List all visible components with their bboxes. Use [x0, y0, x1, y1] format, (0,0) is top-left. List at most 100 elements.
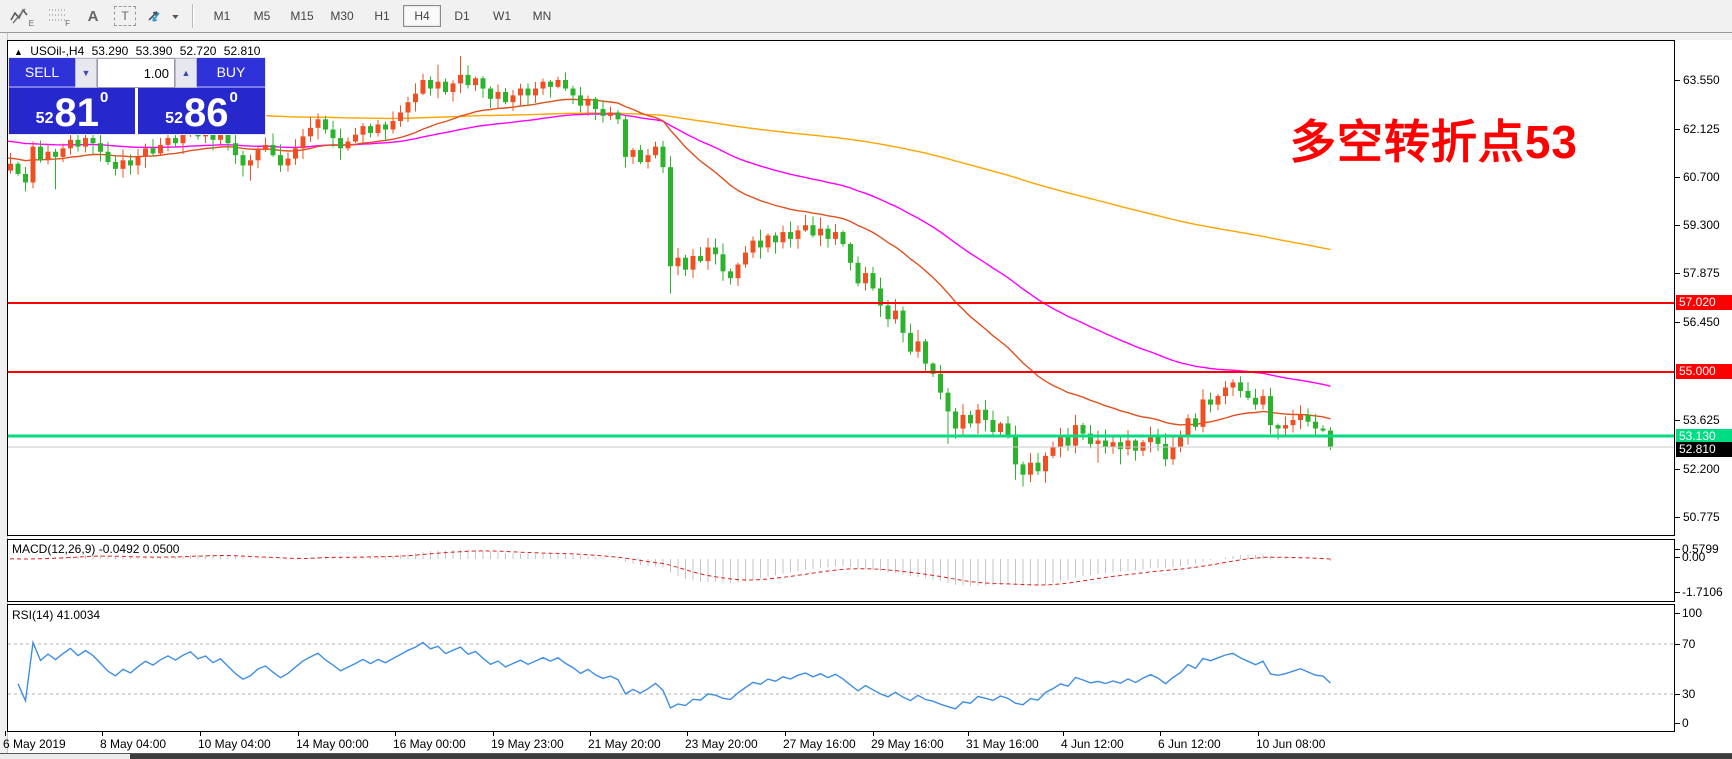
- ask-price-big: 86: [183, 91, 229, 135]
- timeframe-h1[interactable]: H1: [374, 9, 390, 23]
- time-tick-label: 19 May 23:00: [491, 737, 564, 751]
- time-tick-label: 14 May 00:00: [296, 737, 369, 751]
- timeframe-w1[interactable]: W1: [493, 9, 511, 23]
- grid-icon[interactable]: F: [42, 3, 72, 29]
- rsi-tick-label: 70: [1682, 637, 1696, 651]
- price-tick-mark: [1675, 129, 1680, 130]
- price-tick-label: 63.550: [1683, 73, 1720, 87]
- timeframe-mn[interactable]: MN: [532, 9, 552, 23]
- time-tick-mark: [1258, 731, 1259, 736]
- rsi-tick-mark: [1675, 723, 1680, 724]
- time-tick-mark: [590, 731, 591, 736]
- macd-tick-label: 0.5799: [1682, 542, 1719, 556]
- time-tick-mark: [785, 731, 786, 736]
- toolbar: E F A T M1 M5 M15 M30 H1 H4 D1 W1 MN: [0, 0, 1732, 33]
- time-tick-label: 16 May 00:00: [393, 737, 466, 751]
- toolbar-separator: [192, 4, 194, 28]
- text-box-glyph: T: [121, 9, 129, 23]
- price-tick-label: 56.450: [1683, 315, 1720, 329]
- bid-price-small: 52: [35, 110, 54, 127]
- timeframe-m30[interactable]: M30: [330, 9, 354, 23]
- volume-increase-button[interactable]: ▲: [175, 58, 197, 88]
- price-tick-label: 60.700: [1683, 170, 1720, 184]
- rsi-tick-label: 0: [1682, 716, 1689, 730]
- time-tick-mark: [687, 731, 688, 736]
- timeframe-group: M1 M5 M15 M30 H1 H4 D1 W1 MN: [202, 5, 562, 27]
- timeframe-h4[interactable]: H4: [403, 5, 441, 27]
- macd-tick-mark: [1675, 557, 1680, 558]
- volume-spinner: ▼ ▲: [75, 58, 197, 88]
- macd-tick-label: 0.00: [1682, 550, 1706, 564]
- price-badge: 55.000: [1676, 364, 1732, 379]
- time-tick-label: 4 Jun 12:00: [1061, 737, 1124, 751]
- price-tick-label: 59.300: [1683, 218, 1720, 232]
- macd-signal-line: [8, 550, 1331, 586]
- ohlc-open: 53.290: [91, 44, 129, 58]
- timeframe-m5[interactable]: M5: [253, 9, 271, 23]
- timeframe-d1[interactable]: D1: [454, 9, 470, 23]
- time-tick-mark: [5, 731, 6, 736]
- ask-price[interactable]: 52 86 0: [138, 88, 265, 134]
- time-tick-label: 29 May 16:00: [871, 737, 944, 751]
- time-tick-mark: [873, 731, 874, 736]
- price-tick-mark: [1675, 80, 1680, 81]
- rsi-line: [17, 639, 1331, 710]
- macd-tick-mark: [1675, 549, 1680, 550]
- rsi-tick-mark: [1675, 694, 1680, 695]
- symbol-ohlc-header: ▲ USOil-,H4 53.290 53.390 52.720 52.810: [14, 44, 264, 58]
- rsi-tick-label: 100: [1682, 606, 1703, 620]
- time-tick-mark: [968, 731, 969, 736]
- ma-mid-line: [8, 113, 1331, 387]
- chart-annotation-text: 多空转折点53: [1289, 116, 1578, 168]
- macd-panel[interactable]: [7, 539, 1675, 602]
- price-tick-label: 53.625: [1683, 413, 1720, 427]
- rsi-panel[interactable]: [7, 604, 1675, 732]
- macd-value-signal: 0.0500: [142, 542, 180, 556]
- sell-button[interactable]: SELL: [9, 58, 75, 88]
- horizontal-scrollbar-thumb[interactable]: [130, 754, 1732, 759]
- grid-icon-badge: F: [65, 19, 70, 28]
- trade-widget-prices: 52 81 0 52 86 0: [9, 88, 265, 134]
- time-tick-mark: [1160, 731, 1161, 736]
- timeframe-m1[interactable]: M1: [213, 9, 231, 23]
- price-badge: 57.020: [1676, 295, 1732, 310]
- price-tick-mark: [1675, 177, 1680, 178]
- macd-tick-label: -1.7106: [1682, 585, 1723, 599]
- rsi-tick-mark: [1675, 644, 1680, 645]
- arrow-objects-icon[interactable]: [142, 3, 182, 29]
- price-chart-panel[interactable]: [7, 40, 1675, 536]
- macd-header: MACD(12,26,9) -0.0492 0.0500: [12, 542, 179, 556]
- ohlc-high: 53.390: [135, 44, 173, 58]
- price-tick-label: 62.125: [1683, 122, 1720, 136]
- text-box-icon[interactable]: T: [114, 6, 136, 26]
- bid-price[interactable]: 52 81 0: [9, 88, 135, 134]
- trade-widget-top-row: SELL ▼ ▲ BUY: [9, 58, 265, 88]
- price-tick-mark: [1675, 322, 1680, 323]
- buy-button[interactable]: BUY: [197, 58, 265, 88]
- volume-decrease-button[interactable]: ▼: [75, 58, 97, 88]
- bid-price-sup: 0: [99, 89, 109, 106]
- ma-fast-line: [8, 98, 1331, 426]
- bid-price-big: 81: [54, 91, 99, 135]
- price-tick-mark: [1675, 225, 1680, 226]
- indicators-icon-badge: E: [28, 19, 34, 28]
- macd-value-main: -0.0492: [98, 542, 140, 556]
- indicators-icon[interactable]: E: [6, 3, 36, 29]
- time-tick-label: 8 May 04:00: [100, 737, 167, 751]
- ohlc-close: 52.810: [223, 44, 261, 58]
- window-gap-strip: [0, 33, 1732, 40]
- timeframe-m15[interactable]: M15: [290, 9, 314, 23]
- price-tick-label: 50.775: [1683, 510, 1720, 524]
- price-tick-mark: [1675, 517, 1680, 518]
- volume-input[interactable]: [97, 58, 175, 88]
- time-tick-label: 31 May 16:00: [966, 737, 1039, 751]
- text-label-icon[interactable]: A: [78, 3, 108, 29]
- collapse-marker-icon[interactable]: ▲: [14, 47, 23, 57]
- rsi-tick-label: 30: [1682, 687, 1696, 701]
- rsi-tick-mark: [1675, 613, 1680, 614]
- time-tick-mark: [395, 731, 396, 736]
- ask-price-sup: 0: [229, 89, 238, 106]
- time-tick-label: 6 Jun 12:00: [1158, 737, 1221, 751]
